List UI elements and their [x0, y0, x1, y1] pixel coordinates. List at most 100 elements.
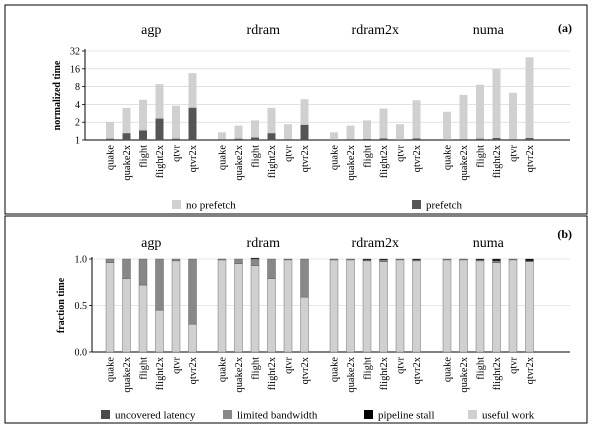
panel-b-bar-useful-work — [362, 260, 372, 353]
panel-a-bar-prefetch — [267, 133, 276, 140]
panel-a-bar-no-prefetch — [330, 132, 338, 140]
panel-b-bar-limited-bandwidth — [138, 258, 148, 286]
panel-a-bar-no-prefetch — [234, 125, 243, 140]
panel-a-category-label: qtvr — [396, 145, 407, 162]
panel-a-category-label: quake2x — [346, 144, 357, 180]
panel-b-category-label: quake2x — [346, 356, 357, 392]
panel-b-bar-pipeline-stall — [412, 258, 421, 261]
panel-b-group-label: rdram — [247, 236, 281, 251]
panel-b-tag: (b) — [557, 227, 572, 241]
panel-b-legend-swatch — [101, 410, 110, 419]
panel-a-category-label: quake2x — [122, 144, 133, 180]
panel-b-ytick-label: 1.0 — [75, 255, 88, 266]
panel-b-bar-pipeline-stall — [379, 258, 388, 261]
panel-a-category-label: flight — [363, 145, 374, 168]
panel-b-bar-useful-work — [188, 323, 197, 353]
panel-b-legend-swatch — [468, 410, 477, 419]
panel-a-bar-no-prefetch — [188, 73, 197, 140]
panel-b-bar-limited-bandwidth — [329, 258, 339, 261]
panel-a-bar-prefetch — [251, 137, 259, 140]
panel-a-bar-no-prefetch — [172, 105, 180, 140]
panel-b-frame — [4, 215, 588, 424]
panel-b-bar-useful-work — [459, 259, 468, 353]
panel-b-bar-useful-work — [217, 259, 227, 353]
panel-b-bar-pipeline-stall — [492, 258, 501, 262]
panel-a-bar-no-prefetch — [106, 122, 114, 140]
panel-a-category-label: flight2x — [492, 144, 503, 178]
panel-b-category-label: flight2x — [267, 356, 278, 390]
panel-b-bar-useful-work — [283, 259, 293, 353]
panel-b-category-label: quake2x — [234, 356, 245, 392]
panel-b-category-label: flight — [363, 357, 374, 380]
panel-b-category-label: qtvr — [284, 357, 295, 374]
panel-a-group-label: rdram2x — [352, 23, 399, 38]
panel-b-bar-useful-work — [346, 259, 355, 353]
panel-b-category-label: qtvr — [509, 357, 520, 374]
panel-a-category-label: quake2x — [234, 144, 245, 180]
panel-a-bar-prefetch — [106, 138, 114, 140]
panel-a-category-label: quake — [218, 145, 229, 170]
panel-b-bar-pipeline-stall — [475, 258, 485, 261]
panel-a-bar-no-prefetch — [396, 124, 404, 140]
panel-a-bar-no-prefetch — [122, 107, 131, 140]
panel-a-bar-no-prefetch — [443, 111, 451, 140]
panel-b-bar-limited-bandwidth — [217, 258, 227, 261]
panel-a-category-label: flight — [251, 145, 262, 168]
panel-a-bar-no-prefetch — [267, 107, 276, 140]
panel-b-bar-limited-bandwidth — [379, 259, 388, 262]
panel-b-bar-useful-work — [234, 263, 243, 353]
panel-b-bar-useful-work — [329, 259, 339, 353]
panel-b-legend-swatch — [223, 410, 232, 419]
panel-b-category-label: flight — [251, 357, 262, 380]
panel-a-bar-prefetch — [492, 138, 501, 140]
panel-b-category-label: flight — [139, 357, 150, 380]
panel-b-category-label: flight — [476, 357, 487, 380]
panel-b-bar-limited-bandwidth — [155, 258, 164, 311]
panel-a-bar-prefetch — [459, 139, 468, 140]
panel-a-bar-prefetch — [330, 139, 338, 140]
panel-a-category-label: qtvr2x — [412, 144, 423, 172]
panel-b-category-label: quake — [218, 357, 229, 382]
panel-a-bar-no-prefetch — [155, 84, 164, 140]
panel-a-ytick-label: 32 — [70, 47, 80, 58]
panel-a-ytick-label: 4 — [75, 100, 80, 111]
panel-a-category-label: qtvr2x — [188, 144, 199, 172]
panel-b-bar-limited-bandwidth — [346, 258, 355, 261]
panel-b-bar-useful-work — [508, 259, 518, 353]
panel-b-bar-useful-work — [267, 278, 276, 353]
panel-b-category-label: flight2x — [492, 356, 503, 390]
panel-a-ytick-label: 16 — [70, 64, 80, 75]
panel-a-category-label: flight2x — [155, 144, 166, 178]
panel-a-category-label: qtvr2x — [525, 144, 536, 172]
panel-b-bar-useful-work — [171, 260, 181, 353]
panel-b-legend-label: uncovered latency — [115, 410, 196, 422]
panel-b-legend-swatch — [364, 410, 373, 419]
panel-b-bar-useful-work — [300, 296, 309, 353]
panel-b-bar-limited-bandwidth — [459, 258, 468, 261]
panel-a-bar-no-prefetch — [492, 68, 501, 140]
panel-a-ytick-label: 8 — [75, 82, 80, 93]
panel-a-bar-prefetch — [509, 139, 517, 140]
panel-a-category-label: flight — [139, 145, 150, 168]
panel-b-category-label: qtvr — [396, 357, 407, 374]
panel-a-bar-prefetch — [412, 138, 421, 140]
panel-b-category-label: qtvr2x — [412, 356, 423, 384]
panel-a-bar-no-prefetch — [300, 99, 309, 140]
panel-a-bar-no-prefetch — [525, 57, 534, 141]
panel-a-bar-prefetch — [172, 138, 180, 140]
panel-b-category-label: quake — [443, 357, 454, 382]
panel-b-category-label: flight2x — [379, 356, 390, 390]
panel-a-bar-no-prefetch — [346, 125, 355, 140]
panel-a-bar-prefetch — [379, 138, 388, 140]
panel-b-bar-useful-work — [395, 259, 405, 353]
panel-b-bar-limited-bandwidth — [267, 258, 276, 279]
panel-b-bar-useful-work — [155, 309, 164, 353]
panel-b-bar-pipeline-stall — [362, 258, 372, 261]
panel-a-group-label: agp — [141, 23, 161, 38]
panel-b-bar-limited-bandwidth — [300, 258, 309, 298]
panel-b-category-label: qtvr2x — [525, 356, 536, 384]
panel-b-bar-useful-work — [105, 262, 115, 353]
panel-a-bar-no-prefetch — [251, 120, 259, 140]
